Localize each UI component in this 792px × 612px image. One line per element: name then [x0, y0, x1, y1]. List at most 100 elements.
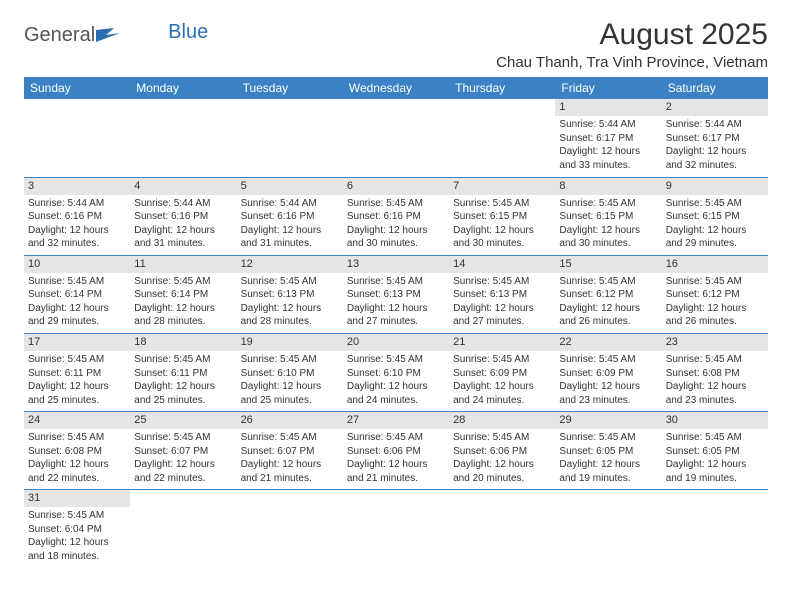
calendar-day-cell: 16Sunrise: 5:45 AMSunset: 6:12 PMDayligh…: [662, 255, 768, 333]
day-number: 19: [237, 334, 343, 351]
calendar-empty-cell: [130, 99, 236, 177]
day-content-empty: [662, 490, 768, 546]
calendar-empty-cell: [237, 490, 343, 568]
calendar-day-cell: 31Sunrise: 5:45 AMSunset: 6:04 PMDayligh…: [24, 490, 130, 568]
day-number: 3: [24, 178, 130, 195]
day-content: Sunrise: 5:45 AMSunset: 6:15 PMDaylight:…: [662, 195, 768, 255]
day-content: Sunrise: 5:45 AMSunset: 6:04 PMDaylight:…: [24, 507, 130, 567]
day-number: 29: [555, 412, 661, 429]
day-content: Sunrise: 5:45 AMSunset: 6:13 PMDaylight:…: [343, 273, 449, 333]
day-content: Sunrise: 5:45 AMSunset: 6:08 PMDaylight:…: [662, 351, 768, 411]
calendar-day-cell: 5Sunrise: 5:44 AMSunset: 6:16 PMDaylight…: [237, 177, 343, 255]
day-number: 16: [662, 256, 768, 273]
calendar-empty-cell: [343, 490, 449, 568]
day-content: Sunrise: 5:45 AMSunset: 6:12 PMDaylight:…: [662, 273, 768, 333]
calendar-table: SundayMondayTuesdayWednesdayThursdayFrid…: [24, 77, 768, 568]
day-content: Sunrise: 5:45 AMSunset: 6:15 PMDaylight:…: [449, 195, 555, 255]
day-content: Sunrise: 5:44 AMSunset: 6:17 PMDaylight:…: [555, 116, 661, 176]
day-content: Sunrise: 5:44 AMSunset: 6:16 PMDaylight:…: [237, 195, 343, 255]
day-header: Friday: [555, 77, 661, 99]
calendar-week-row: 24Sunrise: 5:45 AMSunset: 6:08 PMDayligh…: [24, 412, 768, 490]
day-number: 4: [130, 178, 236, 195]
calendar-day-cell: 15Sunrise: 5:45 AMSunset: 6:12 PMDayligh…: [555, 255, 661, 333]
day-content: Sunrise: 5:45 AMSunset: 6:14 PMDaylight:…: [130, 273, 236, 333]
day-number: 26: [237, 412, 343, 429]
day-header: Sunday: [24, 77, 130, 99]
logo-flag-icon: [96, 28, 122, 47]
day-number: 1: [555, 99, 661, 116]
day-content-empty: [24, 116, 130, 172]
calendar-day-cell: 29Sunrise: 5:45 AMSunset: 6:05 PMDayligh…: [555, 412, 661, 490]
day-number: 2: [662, 99, 768, 116]
day-number: 21: [449, 334, 555, 351]
day-content: Sunrise: 5:45 AMSunset: 6:08 PMDaylight:…: [24, 429, 130, 489]
calendar-empty-cell: [24, 99, 130, 177]
day-content-empty: [555, 490, 661, 546]
day-header: Thursday: [449, 77, 555, 99]
calendar-empty-cell: [662, 490, 768, 568]
calendar-week-row: 10Sunrise: 5:45 AMSunset: 6:14 PMDayligh…: [24, 255, 768, 333]
calendar-day-cell: 20Sunrise: 5:45 AMSunset: 6:10 PMDayligh…: [343, 333, 449, 411]
calendar-day-cell: 22Sunrise: 5:45 AMSunset: 6:09 PMDayligh…: [555, 333, 661, 411]
calendar-day-cell: 13Sunrise: 5:45 AMSunset: 6:13 PMDayligh…: [343, 255, 449, 333]
calendar-day-cell: 1Sunrise: 5:44 AMSunset: 6:17 PMDaylight…: [555, 99, 661, 177]
day-content: Sunrise: 5:45 AMSunset: 6:14 PMDaylight:…: [24, 273, 130, 333]
calendar-day-cell: 25Sunrise: 5:45 AMSunset: 6:07 PMDayligh…: [130, 412, 236, 490]
calendar-day-cell: 9Sunrise: 5:45 AMSunset: 6:15 PMDaylight…: [662, 177, 768, 255]
day-number: 27: [343, 412, 449, 429]
day-number: 24: [24, 412, 130, 429]
day-number: 8: [555, 178, 661, 195]
calendar-day-cell: 2Sunrise: 5:44 AMSunset: 6:17 PMDaylight…: [662, 99, 768, 177]
day-content: Sunrise: 5:45 AMSunset: 6:05 PMDaylight:…: [555, 429, 661, 489]
calendar-day-cell: 21Sunrise: 5:45 AMSunset: 6:09 PMDayligh…: [449, 333, 555, 411]
day-content: Sunrise: 5:44 AMSunset: 6:16 PMDaylight:…: [24, 195, 130, 255]
calendar-week-row: 31Sunrise: 5:45 AMSunset: 6:04 PMDayligh…: [24, 490, 768, 568]
day-content: Sunrise: 5:45 AMSunset: 6:13 PMDaylight:…: [449, 273, 555, 333]
day-content-empty: [343, 116, 449, 172]
calendar-week-row: 17Sunrise: 5:45 AMSunset: 6:11 PMDayligh…: [24, 333, 768, 411]
logo-text-blue: Blue: [168, 21, 208, 44]
month-title: August 2025: [496, 18, 768, 52]
day-content-empty: [449, 116, 555, 172]
day-content: Sunrise: 5:45 AMSunset: 6:11 PMDaylight:…: [24, 351, 130, 411]
calendar-day-cell: 18Sunrise: 5:45 AMSunset: 6:11 PMDayligh…: [130, 333, 236, 411]
day-content: Sunrise: 5:45 AMSunset: 6:06 PMDaylight:…: [343, 429, 449, 489]
day-content-empty: [130, 116, 236, 172]
day-content: Sunrise: 5:45 AMSunset: 6:12 PMDaylight:…: [555, 273, 661, 333]
day-content-empty: [449, 490, 555, 546]
day-header: Tuesday: [237, 77, 343, 99]
calendar-day-cell: 4Sunrise: 5:44 AMSunset: 6:16 PMDaylight…: [130, 177, 236, 255]
day-header: Wednesday: [343, 77, 449, 99]
day-content: Sunrise: 5:45 AMSunset: 6:15 PMDaylight:…: [555, 195, 661, 255]
header: GeneralBlue August 2025 Chau Thanh, Tra …: [24, 18, 768, 71]
day-content-empty: [237, 490, 343, 546]
day-content: Sunrise: 5:45 AMSunset: 6:09 PMDaylight:…: [555, 351, 661, 411]
calendar-day-cell: 19Sunrise: 5:45 AMSunset: 6:10 PMDayligh…: [237, 333, 343, 411]
day-header-row: SundayMondayTuesdayWednesdayThursdayFrid…: [24, 77, 768, 99]
calendar-day-cell: 27Sunrise: 5:45 AMSunset: 6:06 PMDayligh…: [343, 412, 449, 490]
calendar-day-cell: 17Sunrise: 5:45 AMSunset: 6:11 PMDayligh…: [24, 333, 130, 411]
day-content: Sunrise: 5:45 AMSunset: 6:10 PMDaylight:…: [237, 351, 343, 411]
day-content: Sunrise: 5:45 AMSunset: 6:13 PMDaylight:…: [237, 273, 343, 333]
day-number: 22: [555, 334, 661, 351]
calendar-empty-cell: [449, 99, 555, 177]
location-subtitle: Chau Thanh, Tra Vinh Province, Vietnam: [496, 54, 768, 71]
calendar-empty-cell: [555, 490, 661, 568]
day-content-empty: [130, 490, 236, 546]
day-content: Sunrise: 5:45 AMSunset: 6:06 PMDaylight:…: [449, 429, 555, 489]
calendar-empty-cell: [237, 99, 343, 177]
day-number: 6: [343, 178, 449, 195]
day-number: 7: [449, 178, 555, 195]
calendar-day-cell: 30Sunrise: 5:45 AMSunset: 6:05 PMDayligh…: [662, 412, 768, 490]
day-number: 15: [555, 256, 661, 273]
calendar-day-cell: 28Sunrise: 5:45 AMSunset: 6:06 PMDayligh…: [449, 412, 555, 490]
day-number: 12: [237, 256, 343, 273]
calendar-empty-cell: [130, 490, 236, 568]
day-content: Sunrise: 5:45 AMSunset: 6:09 PMDaylight:…: [449, 351, 555, 411]
calendar-day-cell: 8Sunrise: 5:45 AMSunset: 6:15 PMDaylight…: [555, 177, 661, 255]
calendar-day-cell: 6Sunrise: 5:45 AMSunset: 6:16 PMDaylight…: [343, 177, 449, 255]
day-number: 25: [130, 412, 236, 429]
day-content: Sunrise: 5:45 AMSunset: 6:07 PMDaylight:…: [237, 429, 343, 489]
calendar-day-cell: 11Sunrise: 5:45 AMSunset: 6:14 PMDayligh…: [130, 255, 236, 333]
day-content: Sunrise: 5:45 AMSunset: 6:05 PMDaylight:…: [662, 429, 768, 489]
